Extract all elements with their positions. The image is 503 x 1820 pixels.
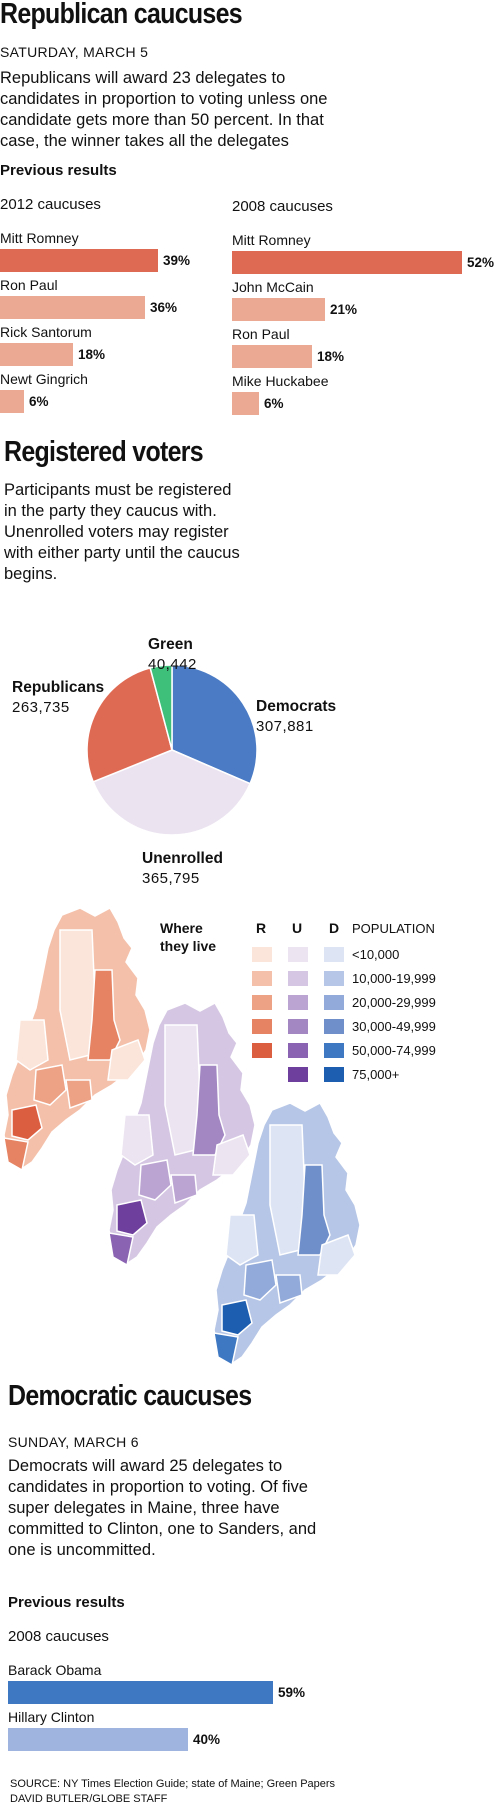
- chart-title: 2008 caucuses: [232, 198, 333, 215]
- bar-value-label: 59%: [278, 1685, 306, 1700]
- registered-voters-pie: [86, 664, 258, 836]
- legend-swatch: [323, 1018, 345, 1035]
- bar: [232, 298, 325, 321]
- legend-swatch: [287, 1018, 309, 1035]
- chart-2012-republican: 2012 caucuses Mitt Romney 39% Ron Paul 36% Ri…: [0, 196, 225, 426]
- legend-swatch: [323, 1066, 345, 1083]
- pie-value-unenrolled: 365,795: [142, 870, 200, 887]
- registered-title: Registered voters: [4, 436, 204, 468]
- legend-col-population: POPULATION: [352, 921, 435, 936]
- republican-date: SATURDAY, MARCH 5: [0, 44, 149, 60]
- unenrolled-map: [108, 1001, 256, 1267]
- bar-label: Mitt Romney: [0, 230, 79, 246]
- legend-range-label: 10,000-19,999: [352, 971, 436, 986]
- democratic-map: [213, 1101, 361, 1367]
- pie-slice: [86, 666, 173, 783]
- legend-range-label: <10,000: [352, 947, 400, 962]
- pie-value-green: 40,442: [148, 656, 197, 673]
- pie-value-democrats: 307,881: [256, 718, 314, 735]
- legend-col-r: R: [256, 920, 267, 936]
- bar-label: Mike Huckabee: [232, 373, 329, 389]
- bar: [0, 343, 73, 366]
- chart-2008-democratic: 2008 caucuses Barack Obama 59% Hillary Clin…: [8, 1628, 308, 1768]
- bar-value-label: 21%: [330, 302, 358, 317]
- chart-2008-republican: 2008 caucuses Mitt Romney 52% John McCain 21…: [232, 198, 497, 428]
- legend-swatch: [251, 1018, 273, 1035]
- pie-label-green: Green: [148, 636, 193, 653]
- legend-range-label: 50,000-74,999: [352, 1043, 436, 1058]
- bar-label: Hillary Clinton: [8, 1709, 95, 1725]
- bar-value-label: 39%: [163, 253, 191, 268]
- legend-title-line2: they live: [160, 938, 217, 954]
- legend-swatch: [323, 946, 345, 963]
- bar-label: Mitt Romney: [232, 232, 311, 248]
- legend-swatch-grid: <10,000 10,000-19,999 20,000-29,999 30,000-…: [251, 946, 436, 1083]
- republican-previous-results-label: Previous results: [0, 162, 117, 179]
- bar: [8, 1681, 273, 1704]
- legend-col-d: D: [329, 920, 340, 936]
- bar-label: Ron Paul: [232, 326, 290, 342]
- democratic-previous-results-label: Previous results: [8, 1594, 125, 1611]
- legend-swatch: [323, 1042, 345, 1059]
- legend-swatch: [287, 994, 309, 1011]
- legend-swatch: [251, 970, 273, 987]
- pie-slice: [149, 664, 173, 751]
- legend-range-label: 30,000-49,999: [352, 1019, 436, 1034]
- pie-label-democrats: Democrats: [256, 698, 337, 715]
- legend-swatch: [251, 994, 273, 1011]
- bar: [0, 390, 24, 413]
- bar: [232, 392, 259, 415]
- legend-swatch: [251, 1042, 273, 1059]
- democratic-description: Democrats will award 25 delegates to can…: [8, 1457, 317, 1559]
- legend-col-u: U: [292, 920, 303, 936]
- bar: [0, 296, 145, 319]
- credit-note: DAVID BUTLER/GLOBE STAFF: [10, 1793, 168, 1805]
- bar-label: Ron Paul: [0, 277, 58, 293]
- bar-label: Newt Gingrich: [0, 371, 88, 387]
- republican-description: Republicans will award 23 delegates to c…: [0, 69, 328, 150]
- legend-swatch: [251, 946, 273, 963]
- bar-label: John McCain: [232, 279, 314, 295]
- bar-value-label: 40%: [193, 1732, 221, 1747]
- bar: [232, 251, 462, 274]
- pie-label-unenrolled: Unenrolled: [142, 850, 223, 867]
- chart-title: 2012 caucuses: [0, 196, 101, 213]
- bar-value-label: 18%: [317, 349, 345, 364]
- legend-swatch: [287, 946, 309, 963]
- bar: [232, 345, 312, 368]
- bar: [8, 1728, 188, 1751]
- legend-swatch: [323, 994, 345, 1011]
- pie-value-republicans: 263,735: [12, 699, 70, 716]
- bar-value-label: 36%: [150, 300, 178, 315]
- source-note: SOURCE: NY Times Election Guide; state o…: [10, 1778, 336, 1790]
- legend-range-label: 75,000+: [352, 1067, 400, 1082]
- legend-swatch: [287, 1066, 309, 1083]
- republican-map: [3, 906, 151, 1172]
- legend-swatch: [287, 1042, 309, 1059]
- bar-value-label: 6%: [264, 396, 284, 411]
- pie-slice: [92, 749, 252, 836]
- bar-label: Barack Obama: [8, 1662, 102, 1678]
- bar-label: Rick Santorum: [0, 324, 92, 340]
- maine-maps: [3, 906, 361, 1367]
- pie-slice: [171, 664, 258, 785]
- registered-description: Participants must be registered in the p…: [4, 481, 240, 583]
- bar: [0, 249, 158, 272]
- bar-value-label: 18%: [78, 347, 106, 362]
- legend-title-line1: Where: [160, 920, 203, 936]
- democratic-title: Democratic caucuses: [8, 1380, 252, 1412]
- pie-label-republicans: Republicans: [12, 679, 105, 696]
- chart-title: 2008 caucuses: [8, 1628, 109, 1645]
- bar-value-label: 52%: [467, 255, 495, 270]
- legend-swatch: [323, 970, 345, 987]
- bar-value-label: 6%: [29, 394, 49, 409]
- republican-title: Republican caucuses: [0, 0, 243, 30]
- democratic-date: SUNDAY, MARCH 6: [8, 1434, 139, 1450]
- legend-range-label: 20,000-29,999: [352, 995, 436, 1010]
- legend-swatch: [287, 970, 309, 987]
